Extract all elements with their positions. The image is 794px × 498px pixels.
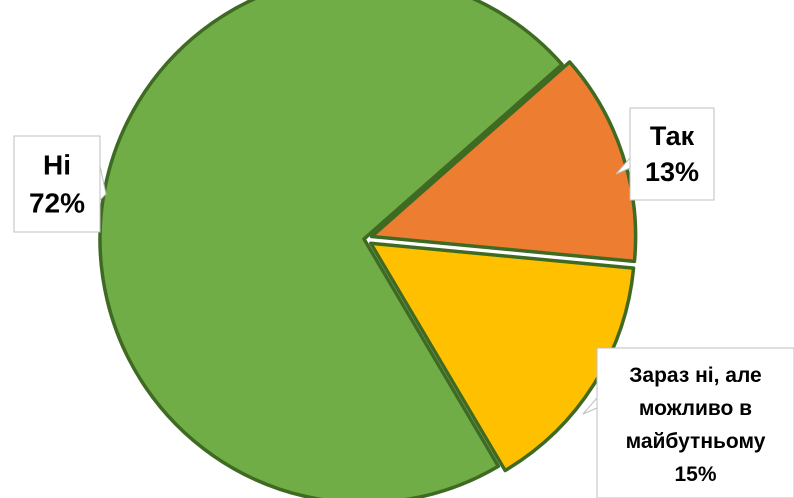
data-labels: Так 13% Зараз ні, але можливо в майбутньому 1… bbox=[13, 107, 794, 498]
data-label-line: майбутньому bbox=[626, 430, 766, 453]
data-label-2: Ні 72% bbox=[13, 135, 107, 233]
data-label-box bbox=[13, 135, 101, 233]
data-label-line: 13% bbox=[645, 157, 699, 187]
data-label-line: 72% bbox=[29, 188, 85, 219]
data-label-line: Зараз ні, але bbox=[629, 364, 761, 387]
data-label-line: можливо в bbox=[639, 397, 752, 420]
pie-slice-0 bbox=[369, 60, 638, 264]
data-label-1: Зараз ні, але можливо в майбутньому 15% bbox=[582, 347, 794, 498]
pie-slice-2 bbox=[98, 0, 564, 498]
pie-slices bbox=[98, 0, 638, 498]
data-label-line: Так bbox=[650, 121, 695, 151]
pie-slice-1 bbox=[369, 241, 636, 473]
data-label-box bbox=[596, 347, 794, 498]
data-label-line: Ні bbox=[43, 150, 71, 181]
data-label-line: 15% bbox=[674, 463, 716, 486]
data-label-0: Так 13% bbox=[615, 107, 715, 201]
data-label-box bbox=[629, 107, 715, 201]
